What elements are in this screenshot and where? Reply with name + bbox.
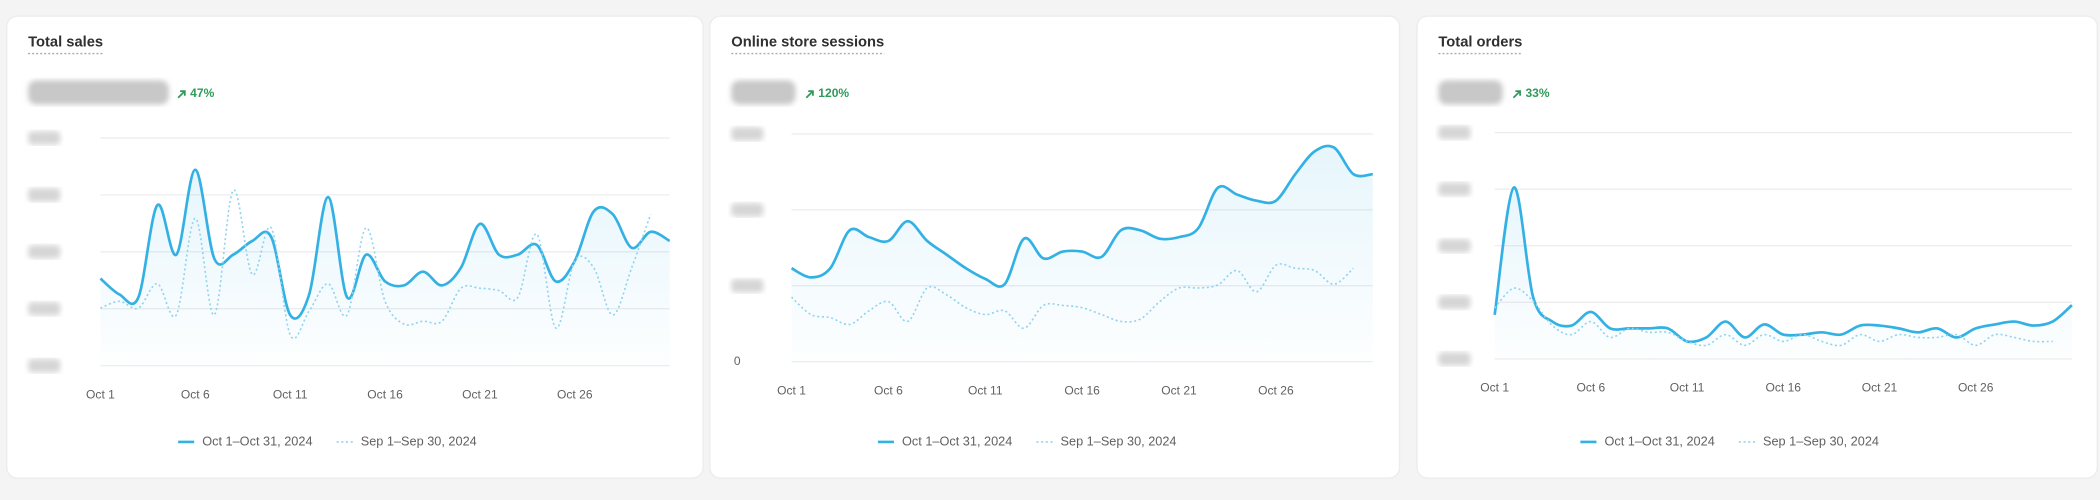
area [100,169,670,366]
x-tick-label: Oct 21 [1862,381,1898,395]
legend-label: Oct 1–Oct 31, 2024 [902,433,1012,448]
x-tick-label: Oct 11 [273,387,308,401]
series-line [1493,186,2073,344]
blurred-y-tick [1438,182,1471,196]
trend-arrow [1512,90,1521,99]
series-line [1494,287,2053,347]
blurred-y-tick [1438,295,1471,310]
series-line [100,189,652,340]
x-tick-label: Oct 21 [1161,383,1197,397]
series-line [790,263,1354,330]
x-tick-label: Oct 26 [1958,381,1994,395]
change-badge: 47% [190,86,214,100]
blurred-value [1438,80,1503,105]
change-badge: 33% [1525,86,1549,100]
chart-title: Total orders [1438,35,1522,51]
chart-card: Total orders 33% Oct 1 Oct 6 Oct 11 Oct 16 Oct… [1416,15,2099,479]
x-tick-label: Oct 6 [181,387,210,401]
x-tick-label: Oct 16 [1064,383,1100,397]
legend-label: Sep 1–Sep 30, 2024 [1061,433,1177,448]
trend-arrow [805,90,814,99]
series-line [99,168,671,320]
blurred-value [28,80,169,105]
series-line [790,144,1373,288]
legend-label: Oct 1–Oct 31, 2024 [202,433,312,448]
area [1494,187,2072,359]
blurred-y-tick [28,302,61,316]
legend-label: Oct 1–Oct 31, 2024 [1604,433,1714,448]
chart-card: Online store sessions 120% 0 Oct 1 Oct 6 Oct … [709,15,1401,479]
card [709,15,1401,479]
x-tick-label: Oct 16 [367,387,403,401]
chart-title: Online store sessions [731,35,884,51]
chart-title: Total sales [28,35,103,51]
x-tick-label: Oct 26 [1258,383,1294,397]
card [1416,15,2099,479]
scene: Total sales 47% Oct 1 Oct 6 Oct 11 Oct 16 Oct … [6,15,2099,479]
blurred-y-tick [1438,125,1471,140]
blurred-y-tick [1438,352,1471,366]
blurred-y-tick [731,203,764,217]
x-tick-label: Oct 1 [86,387,115,401]
x-tick-label: Oct 6 [1576,381,1605,395]
legend-label: Sep 1–Sep 30, 2024 [361,433,477,448]
blurred-y-tick [28,358,61,373]
y-tick-label: 0 [734,354,741,368]
blurred-y-tick [28,245,61,259]
blurred-y-tick [1438,239,1471,253]
x-tick-label: Oct 26 [557,387,593,401]
blurred-y-tick [731,127,764,141]
x-tick-label: Oct 11 [1670,381,1705,395]
trend-arrow [177,90,186,99]
x-tick-label: Oct 21 [462,387,498,401]
blurred-y-tick [28,131,61,145]
x-tick-label: Oct 11 [968,383,1003,397]
blurred-value [731,80,796,105]
x-tick-label: Oct 16 [1766,381,1802,395]
area [791,145,1373,362]
chart-card: Total sales 47% Oct 1 Oct 6 Oct 11 Oct 16 Oct … [6,15,704,479]
change-badge: 120% [818,86,849,100]
blurred-y-tick [28,188,61,202]
blurred-y-tick [731,279,764,293]
x-tick-label: Oct 1 [1480,381,1509,395]
legend-label: Sep 1–Sep 30, 2024 [1763,433,1879,448]
x-tick-label: Oct 1 [777,383,806,397]
x-tick-label: Oct 6 [874,383,903,397]
